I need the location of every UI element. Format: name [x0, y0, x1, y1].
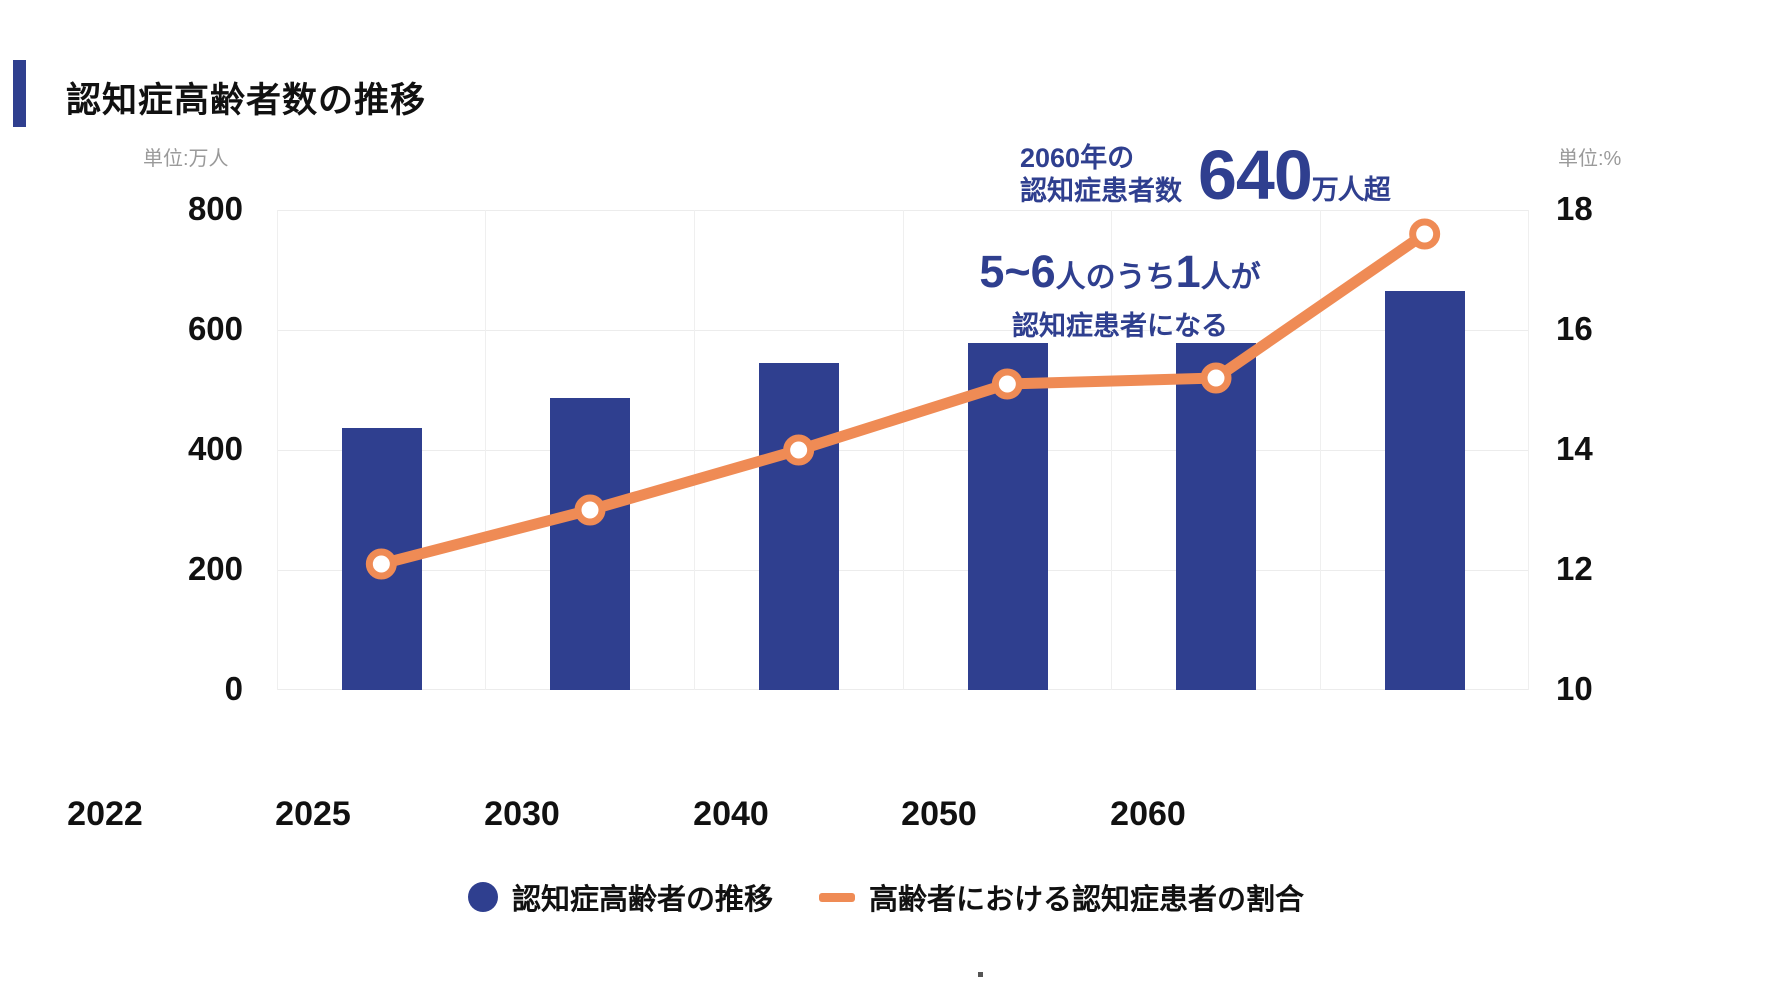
- line-marker-2050[interactable]: [1200, 362, 1232, 394]
- line-marker-icon: [819, 892, 855, 902]
- x-axis-label-2030: 2030: [484, 795, 560, 833]
- annotation-ratio-text-a: 人のうち: [1055, 261, 1176, 294]
- y2-axis-tick-14: 14: [1556, 430, 1593, 467]
- annotation-ratio-line1: 5~6人のうち1人が: [940, 246, 1300, 298]
- line-marker-2040[interactable]: [991, 368, 1023, 400]
- line-path: [375, 228, 1431, 570]
- right-edge-spacer: [1758, 0, 1772, 982]
- annotation-2060-value: 640: [1198, 136, 1313, 214]
- x-axis-label-2060: 2060: [1110, 795, 1186, 833]
- bar-2025[interactable]: [550, 397, 630, 690]
- plot-area: [277, 210, 1529, 690]
- annotation-ratio-1: 1: [1175, 246, 1201, 297]
- y2-axis-tick-16: 16: [1556, 310, 1593, 347]
- y2-axis-tick-18: 18: [1556, 190, 1593, 227]
- chart-legend: 認知症高齢者の推移 高齢者における認知症患者の割合: [0, 876, 1772, 918]
- circle-marker-icon: [467, 882, 498, 912]
- line-marker-2022[interactable]: [365, 548, 397, 580]
- gridline-vertical-6: [1528, 210, 1529, 690]
- x-axis-label-2040: 2040: [693, 795, 769, 833]
- gridline-vertical-5: [1320, 210, 1321, 690]
- annotation-2060-caption-line1: 2060年の: [1020, 143, 1135, 174]
- annotation-2060-caption-line2: 認知症患者数: [1020, 176, 1182, 206]
- gridline-vertical-3: [903, 210, 904, 690]
- line-marker-2060[interactable]: [1409, 218, 1441, 250]
- bar-2030[interactable]: [759, 363, 839, 690]
- annotation-2060-value-group: 640万人超: [1198, 140, 1391, 210]
- x-axis-label-2050: 2050: [901, 795, 977, 833]
- x-axis-label-2025: 2025: [275, 795, 351, 833]
- bar-2040[interactable]: [968, 343, 1048, 690]
- left-axis-unit-label: 単位:万人: [143, 148, 229, 170]
- y-axis-tick-0: 0: [224, 670, 243, 707]
- gridline-vertical-0: [277, 210, 278, 690]
- annotation-2060-caption: 2060年の 認知症患者数: [1020, 142, 1182, 208]
- page-title: 認知症高齢者数の推移: [66, 81, 427, 120]
- percentage-line-series: [365, 218, 1441, 580]
- gridline-vertical-4: [1111, 210, 1112, 690]
- annotation-ratio: 5~6人のうち1人が 認知症患者になる: [940, 246, 1300, 343]
- annotation-2060-total: 2060年の 認知症患者数 640万人超: [1020, 140, 1391, 210]
- bar-2060[interactable]: [1385, 291, 1465, 690]
- right-axis-unit-label: 単位:%: [1558, 148, 1622, 170]
- y-axis-tick-200: 200: [187, 550, 243, 587]
- gridline-vertical-1: [485, 210, 486, 690]
- legend-label-bars: 認知症高齢者の推移: [511, 884, 773, 916]
- line-marker-2030[interactable]: [783, 434, 815, 466]
- corner-mark: [978, 972, 983, 977]
- page-header: 認知症高齢者数の推移: [0, 28, 1772, 127]
- legend-item-line[interactable]: 高齢者における認知症患者の割合: [819, 876, 1304, 918]
- line-markers-group: [365, 218, 1441, 580]
- line-marker-2025[interactable]: [574, 494, 606, 526]
- y-axis-tick-600: 600: [187, 310, 243, 347]
- annotation-2060-value-suffix: 万人超: [1311, 175, 1391, 205]
- y2-axis-tick-12: 12: [1556, 550, 1593, 587]
- annotation-ratio-text-b: 人が: [1200, 261, 1261, 294]
- annotation-ratio-5to6: 5~6: [979, 246, 1056, 297]
- legend-label-line: 高齢者における認知症患者の割合: [869, 884, 1305, 916]
- y2-axis-tick-10: 10: [1556, 670, 1593, 707]
- bar-2050[interactable]: [1176, 343, 1256, 690]
- gridline-vertical-2: [694, 210, 695, 690]
- title-accent-bar: [13, 60, 26, 127]
- legend-item-bars[interactable]: 認知症高齢者の推移: [467, 876, 773, 918]
- annotation-ratio-line2: 認知症患者になる: [1012, 311, 1228, 341]
- x-axis-label-2022: 2022: [67, 795, 143, 833]
- y-axis-tick-400: 400: [187, 430, 243, 467]
- y-axis-tick-800: 800: [187, 190, 243, 227]
